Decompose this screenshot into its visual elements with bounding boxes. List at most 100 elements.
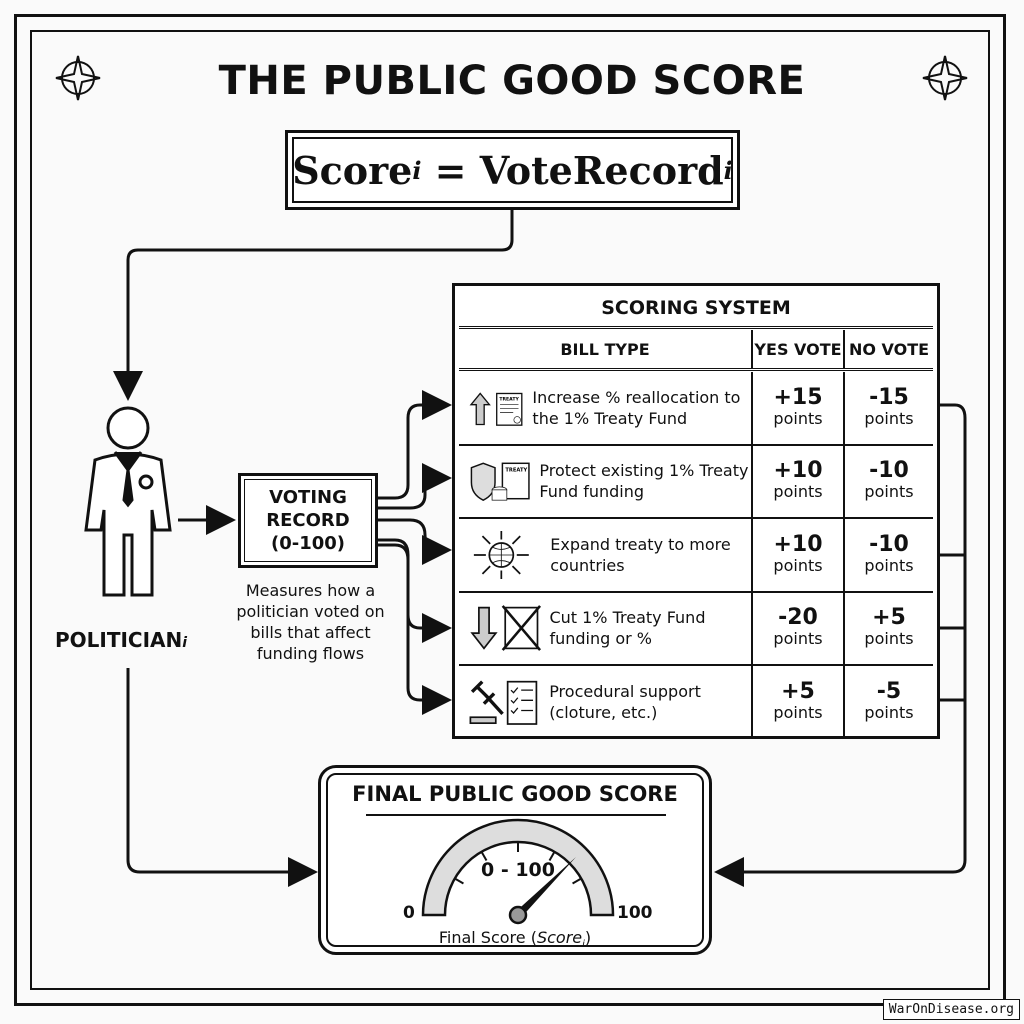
header-no-vote: NO VOTE: [848, 339, 930, 359]
down-arrow-crossed-treaty-icon: [470, 605, 542, 652]
unit: points: [773, 555, 823, 575]
politician-label: POLITICIANi: [55, 628, 205, 652]
yes-points: +10: [773, 531, 823, 557]
formula-lhs-sub: i: [412, 155, 422, 185]
bill-type-cell: TREATY Protect existing 1% Treaty Fund fu…: [459, 445, 753, 518]
watermark[interactable]: WarOnDisease.org: [882, 999, 1020, 1020]
formula-eq: =: [421, 147, 480, 193]
no-points: -15: [869, 385, 909, 410]
yes-points: +10: [773, 458, 823, 484]
divider: [366, 814, 666, 816]
table-row: Procedural support (cloture, etc.) +5 poi…: [459, 665, 933, 738]
arrow-formula-to-politician: [113, 210, 514, 401]
svg-text:TREATY: TREATY: [499, 397, 519, 403]
bill-type-cell: Cut 1% Treaty Fund funding or %: [459, 592, 753, 665]
gauge-hub: [508, 905, 528, 925]
unit: points: [864, 409, 914, 428]
globe-arrows-icon: [473, 530, 529, 579]
arrow-record-row2: [378, 463, 452, 510]
page-title: THE PUBLIC GOOD SCORE: [218, 58, 806, 104]
gauge-max: 100: [617, 903, 653, 923]
gauge-caption: Final Score (Scorei): [321, 928, 709, 950]
header-yes-vote: YES VOTE: [753, 330, 845, 368]
no-points: -5: [876, 678, 902, 704]
arrow-record-row3: [378, 518, 452, 565]
no-vote-cell: -10 points: [845, 519, 933, 591]
no-points: -10: [869, 531, 909, 557]
table-row: TREATY Protect existing 1% Treaty Fund fu…: [459, 445, 933, 520]
scoring-system-table: SCORING SYSTEM BILL TYPE YES VOTE NO VOT…: [452, 283, 940, 739]
gauge-tick: [454, 877, 464, 885]
gauge-tick: [572, 877, 582, 885]
gauge-arc: [421, 818, 615, 917]
voting-record-description: Measures how a politician voted on bills…: [236, 581, 385, 663]
bill-type-text: Increase % reallocation to the 1% Treaty…: [532, 388, 741, 428]
unit: points: [773, 629, 823, 649]
no-points: -10: [869, 458, 909, 484]
gauge: [421, 818, 615, 925]
bill-type-text: Procedural support (cloture, etc.): [549, 681, 701, 722]
yes-points: +15: [773, 385, 823, 410]
gauge-tick: [480, 851, 488, 861]
unit: points: [864, 702, 914, 722]
arrow-politician-to-final: [126, 668, 318, 887]
shield-coins-treaty-icon: TREATY: [470, 462, 530, 502]
outer-border: [14, 14, 1006, 1006]
bill-type-text: Protect existing 1% Treaty Fund funding: [539, 461, 749, 502]
politician-icon: [84, 406, 172, 597]
table-row: Expand treaty to more countries +10 point…: [459, 518, 933, 593]
no-points: +5: [872, 605, 906, 631]
unit: points: [864, 629, 914, 649]
gavel-checklist-icon: [469, 680, 538, 725]
yes-vote-cell: +15 points: [753, 372, 845, 444]
unit: points: [773, 702, 823, 722]
unit: points: [773, 482, 823, 502]
formula-rhs-sub: i: [723, 155, 733, 185]
yes-points: +5: [781, 678, 815, 704]
inner-border: [30, 30, 990, 990]
formula-rhs: VoteRecord: [479, 147, 724, 193]
table-title-row: SCORING SYSTEM: [459, 290, 933, 329]
gauge-tick: [548, 851, 556, 861]
yes-vote-cell: +5 points: [753, 665, 845, 738]
caption-end: ): [584, 928, 592, 947]
bill-type-cell: Procedural support (cloture, etc.): [459, 665, 753, 738]
unit: points: [773, 409, 823, 428]
yes-vote-cell: +10 points: [753, 518, 845, 591]
bill-type-text: Cut 1% Treaty Fund funding or %: [549, 608, 706, 649]
caption-text: Final Score (: [438, 928, 537, 947]
no-vote-cell: +5 points: [845, 592, 933, 664]
gauge-min: 0: [403, 903, 415, 923]
arrow-record-row5: [378, 543, 452, 715]
gauge-needle: [515, 857, 576, 918]
bill-type-text: Expand treaty to more countries: [550, 534, 731, 575]
voting-record-label: VOTING RECORD (0-100): [266, 487, 350, 554]
yes-vote-cell: +10 points: [753, 445, 845, 518]
final-score-box: FINAL PUBLIC GOOD SCORE 0 - 100 0 100 Fi…: [318, 765, 712, 955]
no-vote-cell: -5 points: [845, 666, 933, 738]
table-row: Cut 1% Treaty Fund funding or % -20 point…: [459, 592, 933, 667]
arrow-record-row1: [378, 390, 452, 500]
unit: points: [864, 482, 914, 502]
header-bill-type: BILL TYPE: [459, 330, 753, 368]
formula-lhs: Score: [292, 147, 413, 193]
politician-label-text: POLITICIAN: [55, 628, 183, 652]
caption-var: Score: [536, 928, 583, 947]
no-vote-cell: -15 points: [845, 372, 933, 444]
table-title: SCORING SYSTEM: [601, 297, 791, 319]
yes-points: -20: [778, 605, 818, 631]
final-score-title: FINAL PUBLIC GOOD SCORE: [352, 782, 678, 806]
voting-record-box: VOTING RECORD (0-100): [238, 473, 378, 568]
table-header-row: BILL TYPE YES VOTE NO VOTE: [459, 330, 933, 371]
table-row: TREATY Increase % reallocation to the 1% …: [459, 372, 933, 446]
caption-sub: i: [582, 939, 585, 951]
compass-icon: [55, 55, 968, 101]
up-arrow-treaty-icon: TREATY: [469, 392, 523, 426]
unit: points: [864, 555, 914, 575]
gauge-range: 0 - 100: [481, 859, 555, 881]
no-vote-cell: -10 points: [845, 445, 933, 517]
bill-type-cell: TREATY Increase % reallocation to the 1% …: [459, 372, 753, 444]
formula-box: Score i = VoteRecord i: [285, 130, 740, 210]
